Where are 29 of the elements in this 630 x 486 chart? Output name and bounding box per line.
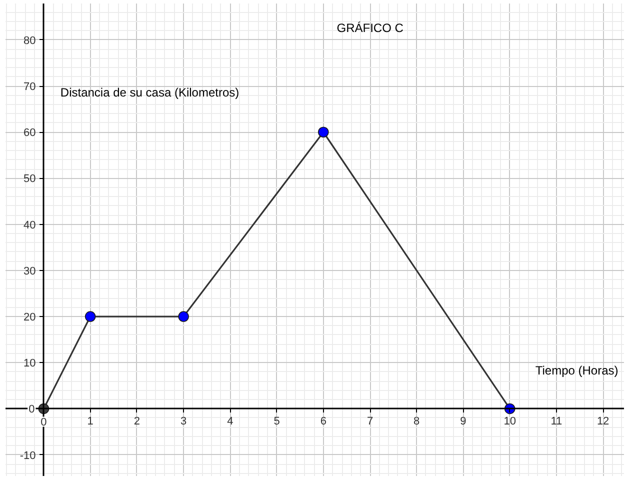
y-axis-title: Distancia de su casa (Kilometros) [60, 85, 240, 100]
y-tick-label: 60 [23, 127, 36, 140]
text: GRÁFICO C [336, 21, 404, 36]
x-tick-label: 10 [504, 416, 516, 428]
x-tick-label: 4 [227, 416, 234, 428]
x-tick-label: 12 [596, 416, 610, 428]
x-tick-label: 1 [87, 416, 94, 428]
x-tick-label: 11 [550, 416, 562, 428]
x-tick-label: 7 [366, 416, 374, 428]
point [84, 311, 96, 322]
y-tick-label: -10 [20, 450, 36, 462]
y-tick-label: 50 [23, 173, 36, 186]
x-tick-label: 3 [180, 416, 187, 428]
y-tick-label: 10 [23, 358, 36, 370]
x-tick-label: 6 [320, 416, 326, 428]
y-tick-label: 0 [28, 404, 35, 416]
x-tick-label: 8 [414, 416, 420, 428]
y-tick-label: 80 [23, 34, 36, 47]
x-tick-label: 0 [40, 416, 47, 429]
y-tick-label: 30 [23, 265, 36, 278]
x-tick-label: 9 [460, 416, 466, 428]
y-tick-label: 40 [23, 219, 36, 232]
x-axis-title: Tiempo (Horas) [535, 364, 618, 378]
point [318, 126, 329, 138]
x-tick-label: 5 [274, 416, 280, 428]
point [178, 311, 189, 322]
y-tick-label: 70 [23, 81, 36, 94]
y-tick-label: 20 [23, 312, 36, 324]
x-tick-label: 2 [134, 416, 140, 428]
